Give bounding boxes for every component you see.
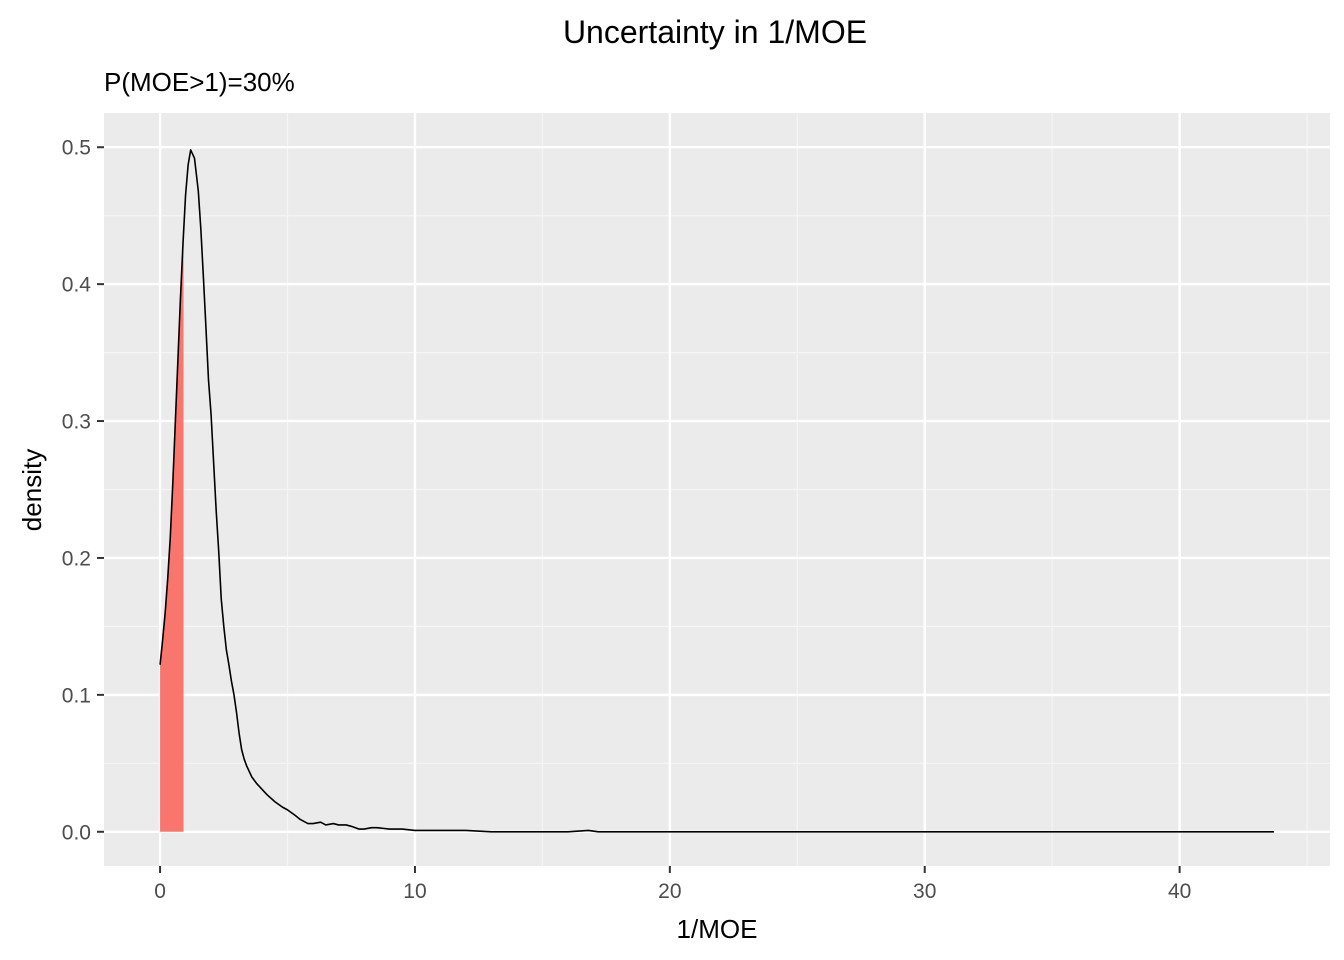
x-tick-label: 10 [403,880,426,903]
y-axis-title: density [17,449,47,531]
chart-subtitle: P(MOE>1)=30% [104,67,295,97]
x-axis-title: 1/MOE [677,914,758,944]
chart-title: Uncertainty in 1/MOE [563,14,867,50]
x-tick-label: 40 [1168,880,1191,903]
density-line-layer [159,149,1274,833]
y-tick-label: 0.0 [62,821,91,844]
y-tick-label: 0.1 [62,684,91,707]
x-tick-label: 20 [658,880,681,903]
density-line [159,149,1274,833]
y-tick-label: 0.2 [62,547,91,570]
minor-gridlines [104,113,1330,866]
x-tick-label: 30 [913,880,936,903]
x-tick-label: 0 [154,880,166,903]
y-tick-label: 0.5 [62,137,91,160]
x-axis: 0 10 20 30 40 [154,866,1191,903]
y-tick-label: 0.3 [62,411,91,434]
y-axis: 0.0 0.1 0.2 0.3 0.4 0.5 [62,137,104,844]
y-tick-label: 0.4 [62,274,92,297]
